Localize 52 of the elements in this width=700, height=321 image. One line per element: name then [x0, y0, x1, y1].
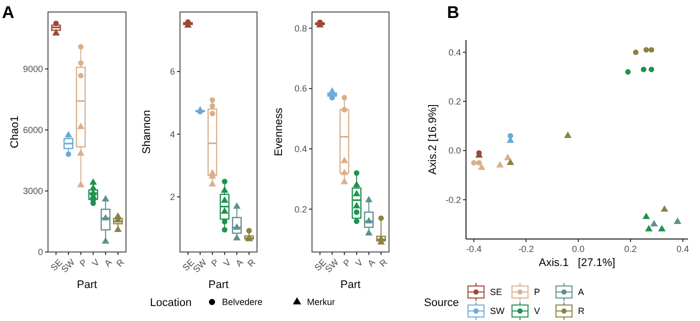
legend-label: A: [578, 287, 584, 297]
y-tick-label: 0.2: [448, 96, 461, 107]
y-tick-label: 6000: [22, 125, 43, 136]
x-tick-label: 0.4: [676, 244, 690, 254]
x-tick-label: V: [90, 257, 102, 268]
y-tick-label: 0.2: [294, 204, 307, 214]
y-axis-title: Chao1: [9, 116, 21, 148]
x-tick-label: V: [354, 257, 365, 268]
y-tick-label: 0.6: [294, 84, 307, 94]
x-tick-label: V: [222, 257, 233, 268]
x-tick-label: P: [341, 257, 353, 268]
x-tick-label: -0.2: [518, 244, 534, 254]
legend-label: P: [534, 287, 540, 297]
y-tick-label: 0.4: [294, 144, 307, 154]
y-tick-label: 3000: [22, 186, 43, 196]
x-tick-label: R: [246, 256, 258, 269]
text: Belvedere: [222, 297, 263, 307]
x-axis-title: Part: [76, 279, 98, 291]
y-axis-title: Evenness: [273, 107, 285, 156]
y-tick-label: 9000: [22, 64, 43, 74]
legend-label: R: [578, 306, 585, 316]
x-axis-title: Axis.1 [27.1%]: [538, 257, 616, 269]
y-tick-label: 4: [170, 129, 175, 140]
legend-label: SW: [490, 306, 506, 316]
y-tick-label: 0.4: [448, 47, 461, 58]
text: B: [447, 3, 460, 22]
x-tick-label: A: [102, 257, 114, 268]
x-tick-label: P: [78, 257, 90, 268]
y-tick-label: -0.2: [445, 194, 461, 205]
x-axis-title: Part: [340, 279, 361, 291]
y-axis-title: Axis.2 [16.9%]: [427, 104, 439, 175]
legend-title: Source: [424, 297, 459, 309]
y-tick-label: 0: [38, 247, 43, 258]
x-tick-label: P: [209, 257, 221, 268]
legend-label: SE: [490, 287, 502, 297]
text: Merkur: [307, 297, 336, 307]
x-tick-label: 0.0: [572, 244, 585, 254]
legend-label: V: [534, 306, 540, 316]
x-tick-label: A: [366, 257, 378, 268]
x-axis-title: Part: [208, 279, 229, 291]
x-tick-label: R: [378, 256, 390, 269]
text: A: [2, 3, 14, 22]
text: Location: [150, 297, 192, 309]
y-tick-label: 6: [170, 66, 175, 77]
y-tick-label: 0.8: [294, 23, 307, 34]
x-tick-label: A: [234, 257, 246, 268]
y-tick-label: 0.0: [448, 146, 461, 156]
x-tick-label: R: [114, 256, 127, 269]
y-axis-title: Shannon: [141, 110, 153, 154]
x-tick-label: 0.2: [624, 244, 637, 254]
x-tick-label: -0.4: [466, 244, 482, 254]
y-tick-label: 2: [170, 192, 175, 202]
